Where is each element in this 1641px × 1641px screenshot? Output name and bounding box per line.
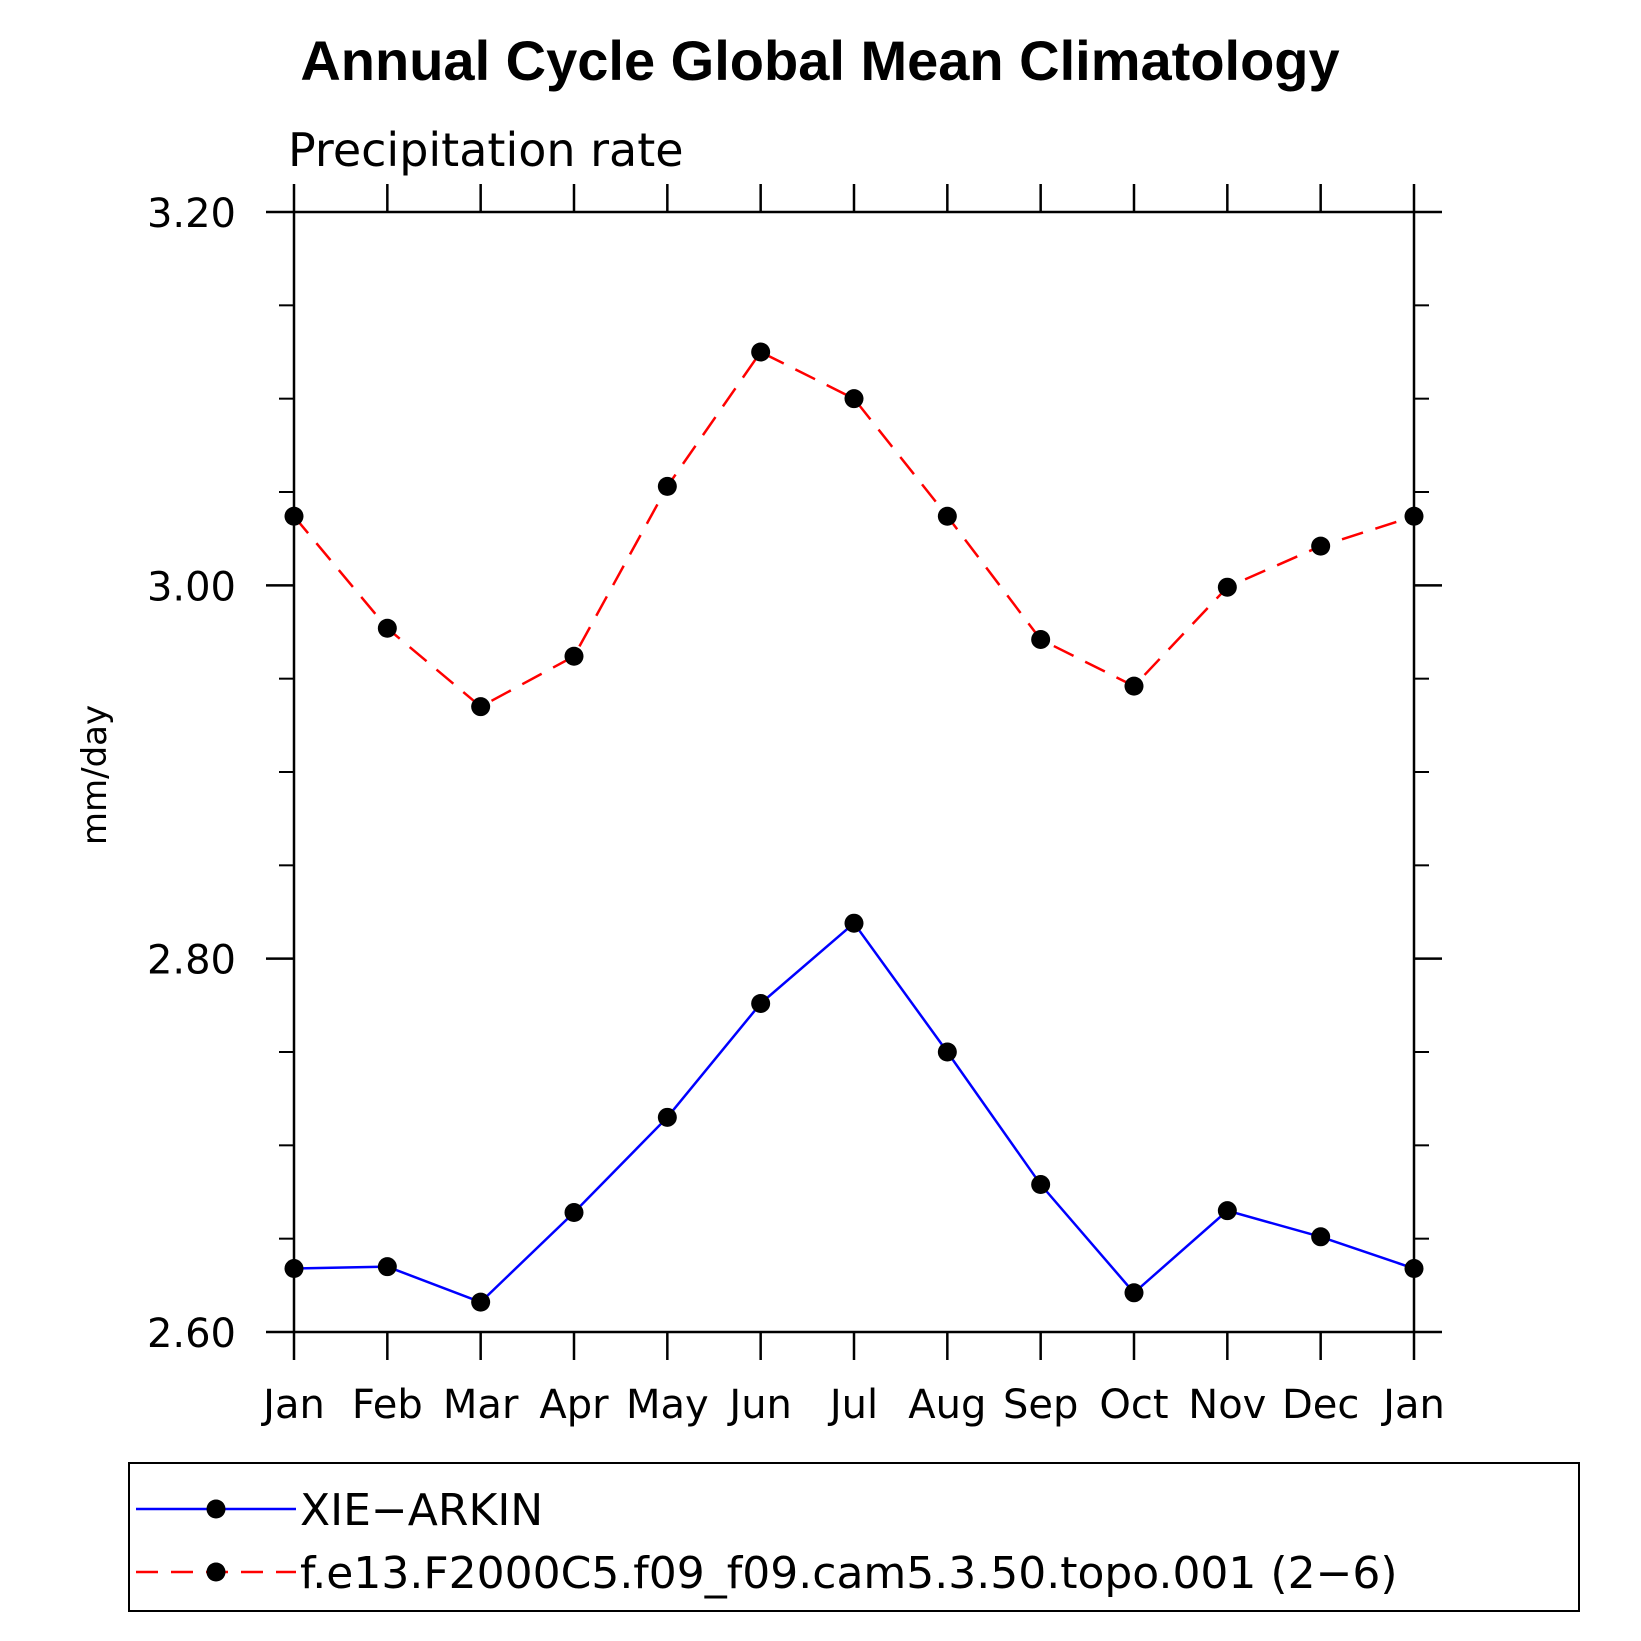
- series-0-point: [1031, 1175, 1051, 1195]
- series-1-point: [751, 342, 771, 362]
- series-1-point: [1404, 506, 1424, 526]
- y-ticks: [266, 210, 1442, 1334]
- legend-box: [128, 1462, 1580, 1612]
- series-0-point: [844, 913, 864, 933]
- y-axis-label: mm/day: [75, 705, 115, 845]
- series-1-point: [937, 506, 957, 526]
- y-tick-label: 2.80: [147, 938, 236, 984]
- series-1-point: [844, 389, 864, 409]
- x-ticks: [292, 184, 1416, 1360]
- legend-marker-1: [206, 1562, 226, 1582]
- x-tick-label: Sep: [1003, 1382, 1078, 1428]
- series-1-point: [657, 476, 677, 496]
- y-tick-label: 3.20: [147, 191, 236, 237]
- series-1-point: [377, 618, 397, 638]
- x-tick-label: Nov: [1188, 1382, 1266, 1428]
- x-tick-label: Jul: [827, 1382, 878, 1428]
- series-1-point: [471, 697, 491, 717]
- x-tick-label: Feb: [352, 1382, 423, 1428]
- series-0-point: [284, 1259, 304, 1279]
- series-layer: [284, 342, 1424, 1312]
- series-0-point: [657, 1107, 677, 1127]
- series-0-point: [1404, 1259, 1424, 1279]
- x-tick-label: Oct: [1099, 1382, 1168, 1428]
- x-tick-labels: Jan Feb Mar Apr May Jun Jul Aug Sep Oct Nov Dec Jan: [260, 1382, 1445, 1428]
- series-0-point: [937, 1042, 957, 1062]
- series-0-point: [751, 993, 771, 1013]
- x-tick-label: Apr: [539, 1382, 609, 1428]
- y-tick-label: 2.60: [147, 1311, 236, 1357]
- y-tick-labels: 3.20 3.00 2.80 2.60: [147, 191, 236, 1357]
- series-1-point: [1031, 629, 1051, 649]
- series-1-point: [284, 506, 304, 526]
- series-0-point: [564, 1203, 584, 1223]
- series-1-point: [1217, 577, 1237, 597]
- chart-title: Annual Cycle Global Mean Climatology: [300, 29, 1339, 92]
- series-1-point: [1124, 676, 1144, 696]
- y-tick-label: 3.00: [147, 564, 236, 610]
- x-tick-label: Aug: [908, 1382, 986, 1428]
- series-1-point: [564, 646, 584, 666]
- series-0-point: [1311, 1227, 1331, 1247]
- x-tick-label: May: [626, 1382, 709, 1428]
- series-line-0: [293, 921, 1415, 1304]
- legend-label-0: XIE−ARKIN: [300, 1485, 543, 1536]
- x-tick-label: Dec: [1282, 1382, 1359, 1428]
- x-tick-label: Jan: [1380, 1382, 1445, 1428]
- x-tick-label: Mar: [443, 1382, 519, 1428]
- series-0-point: [471, 1292, 491, 1312]
- series-0-point: [377, 1257, 397, 1277]
- series-0-point: [1124, 1283, 1144, 1303]
- series-1-point: [1311, 536, 1331, 556]
- legend-marker-0: [206, 1499, 226, 1519]
- legend-label-1: f.e13.F2000C5.f09_f09.cam5.3.50.topo.001…: [300, 1548, 1398, 1599]
- chart-subtitle: Precipitation rate: [288, 123, 684, 177]
- series-0-point: [1217, 1201, 1237, 1221]
- plot-frame: [292, 210, 1416, 1334]
- legend: XIE−ARKIN f.e13.F2000C5.f09_f09.cam5.3.50…: [128, 1462, 1580, 1612]
- x-tick-label: Jun: [726, 1382, 792, 1428]
- x-tick-label: Jan: [260, 1382, 325, 1428]
